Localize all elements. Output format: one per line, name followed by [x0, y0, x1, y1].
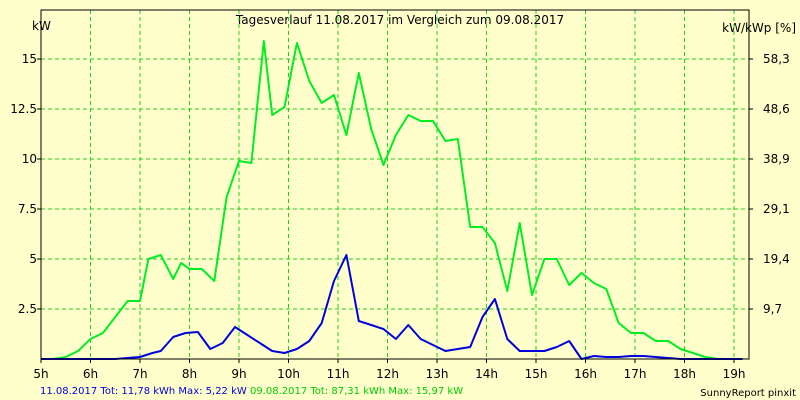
y-tick-label-left: 5	[29, 252, 37, 266]
legend-entry-1: 09.08.2017 Tot: 87,31 kWh Max: 15,97 kW	[247, 386, 463, 397]
x-tick-label: 9h	[231, 367, 246, 381]
x-tick-label: 17h	[624, 367, 647, 381]
y-tick-label-left: 12.5	[10, 102, 37, 116]
x-tick-label: 13h	[426, 367, 449, 381]
x-tick-label: 5h	[33, 367, 48, 381]
x-tick-label: 8h	[182, 367, 197, 381]
y-tick-label-left: 15	[22, 52, 37, 66]
series-layer	[41, 40, 743, 360]
x-tick-label: 11h	[327, 367, 350, 381]
y-tick-label-left: 7.5	[18, 202, 37, 216]
plot-frame	[40, 9, 750, 360]
y-tick-label-right: 9,7	[763, 302, 782, 316]
x-tick-label: 7h	[132, 367, 147, 381]
x-tick-label: 6h	[83, 367, 98, 381]
series-line-09-08-2017	[41, 40, 743, 360]
y-tick-label-left: 10	[22, 152, 37, 166]
legend: 11.08.2017 Tot: 11,78 kWh Max: 5,22 kW 0…	[40, 386, 463, 397]
chart-title: Tagesverlauf 11.08.2017 im Vergleich zum…	[235, 13, 564, 27]
grid	[41, 10, 749, 359]
x-tick-label: 16h	[574, 367, 597, 381]
x-tick-label: 18h	[673, 367, 696, 381]
legend-entry-0: 11.08.2017 Tot: 11,78 kWh Max: 5,22 kW	[40, 386, 247, 397]
ticks: 5h 6h 7h 8h 9h 10h 11h 12h 13h 14h 15h 16h 17h 18h 19h…	[10, 52, 789, 381]
footer-credit: SunnyReport pinxit	[700, 388, 796, 399]
y-tick-label-right: 38,9	[763, 152, 790, 166]
x-tick-label: 14h	[475, 367, 498, 381]
series-line-11-08-2017	[41, 254, 743, 360]
x-tick-label: 12h	[376, 367, 399, 381]
x-tick-label: 10h	[277, 367, 300, 381]
y-axis-label-right: kW/kWp [%]	[722, 21, 796, 35]
y-tick-label-right: 58,3	[763, 52, 790, 66]
y-tick-label-right: 29,1	[763, 202, 790, 216]
y-tick-label-left: 2.5	[18, 302, 37, 316]
y-tick-label-right: 19,4	[763, 252, 790, 266]
x-tick-label: 19h	[723, 367, 746, 381]
y-tick-label-right: 48,6	[763, 102, 790, 116]
x-tick-label: 15h	[525, 367, 548, 381]
